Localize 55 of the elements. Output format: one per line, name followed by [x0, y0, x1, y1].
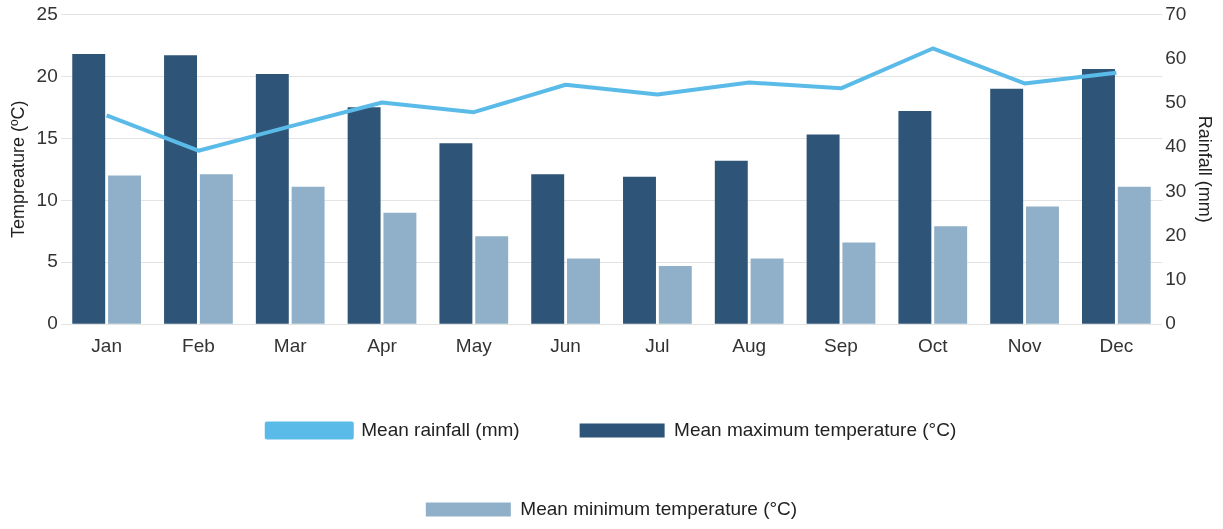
legend-label: Mean maximum temperature (°C)	[674, 418, 957, 440]
x-tick-label: Aug	[732, 334, 767, 356]
y2-tick-label: 40	[1165, 135, 1187, 157]
y2-tick-label: 50	[1165, 91, 1187, 113]
y2-tick-label: 20	[1165, 223, 1187, 245]
x-tick-label: May	[455, 334, 493, 356]
y-tick-label: 10	[36, 188, 58, 210]
bar	[990, 88, 1024, 324]
bar	[383, 212, 417, 324]
x-tick-label: Jan	[91, 334, 122, 356]
legend-label: Mean rainfall (mm)	[361, 418, 520, 440]
y-tick-label: 15	[36, 126, 58, 148]
bar	[567, 258, 600, 324]
bar	[623, 176, 656, 324]
x-tick-label: Nov	[1007, 334, 1042, 356]
bar	[806, 134, 840, 324]
bar	[72, 54, 106, 324]
bar	[842, 242, 876, 324]
y2-tick-label: 10	[1165, 268, 1187, 290]
bar	[658, 265, 692, 324]
bar	[164, 55, 197, 324]
x-tick-label: Apr	[367, 334, 398, 356]
x-tick-label: Jul	[645, 334, 670, 356]
legend-label: Mean minimum temperature (°C)	[520, 497, 798, 519]
y-tick-label: 25	[36, 2, 58, 24]
bar	[291, 186, 325, 324]
bar	[531, 174, 565, 324]
x-tick-label: Dec	[1099, 334, 1134, 356]
x-tick-label: Jun	[550, 334, 581, 356]
y2-tick-label: 60	[1165, 46, 1187, 68]
y-tick-label: 20	[36, 64, 58, 86]
bar	[255, 73, 289, 324]
bar	[750, 258, 784, 324]
bar	[714, 160, 748, 324]
x-tick-label: Mar	[273, 334, 308, 356]
y2-tick-label: 30	[1165, 179, 1187, 201]
bar	[347, 107, 381, 324]
bar	[108, 175, 141, 324]
bar	[1117, 186, 1151, 324]
y2-tick-label: 0	[1165, 312, 1176, 334]
y2-axis-title: Rainfall (mm)	[1195, 115, 1216, 223]
bar	[1082, 68, 1115, 324]
bar	[199, 174, 233, 324]
bar	[934, 226, 968, 324]
y-axis-title: Tempreature (ºC)	[7, 100, 28, 239]
y-tick-label: 5	[47, 250, 58, 272]
y2-tick-label: 70	[1165, 2, 1187, 24]
bar	[439, 143, 473, 324]
bar	[475, 236, 509, 324]
bar	[898, 111, 932, 324]
x-tick-label: Sep	[824, 334, 858, 356]
y-tick-label: 0	[47, 312, 58, 334]
x-tick-label: Feb	[182, 334, 215, 356]
bar	[1026, 206, 1059, 324]
x-tick-label: Oct	[918, 334, 949, 356]
